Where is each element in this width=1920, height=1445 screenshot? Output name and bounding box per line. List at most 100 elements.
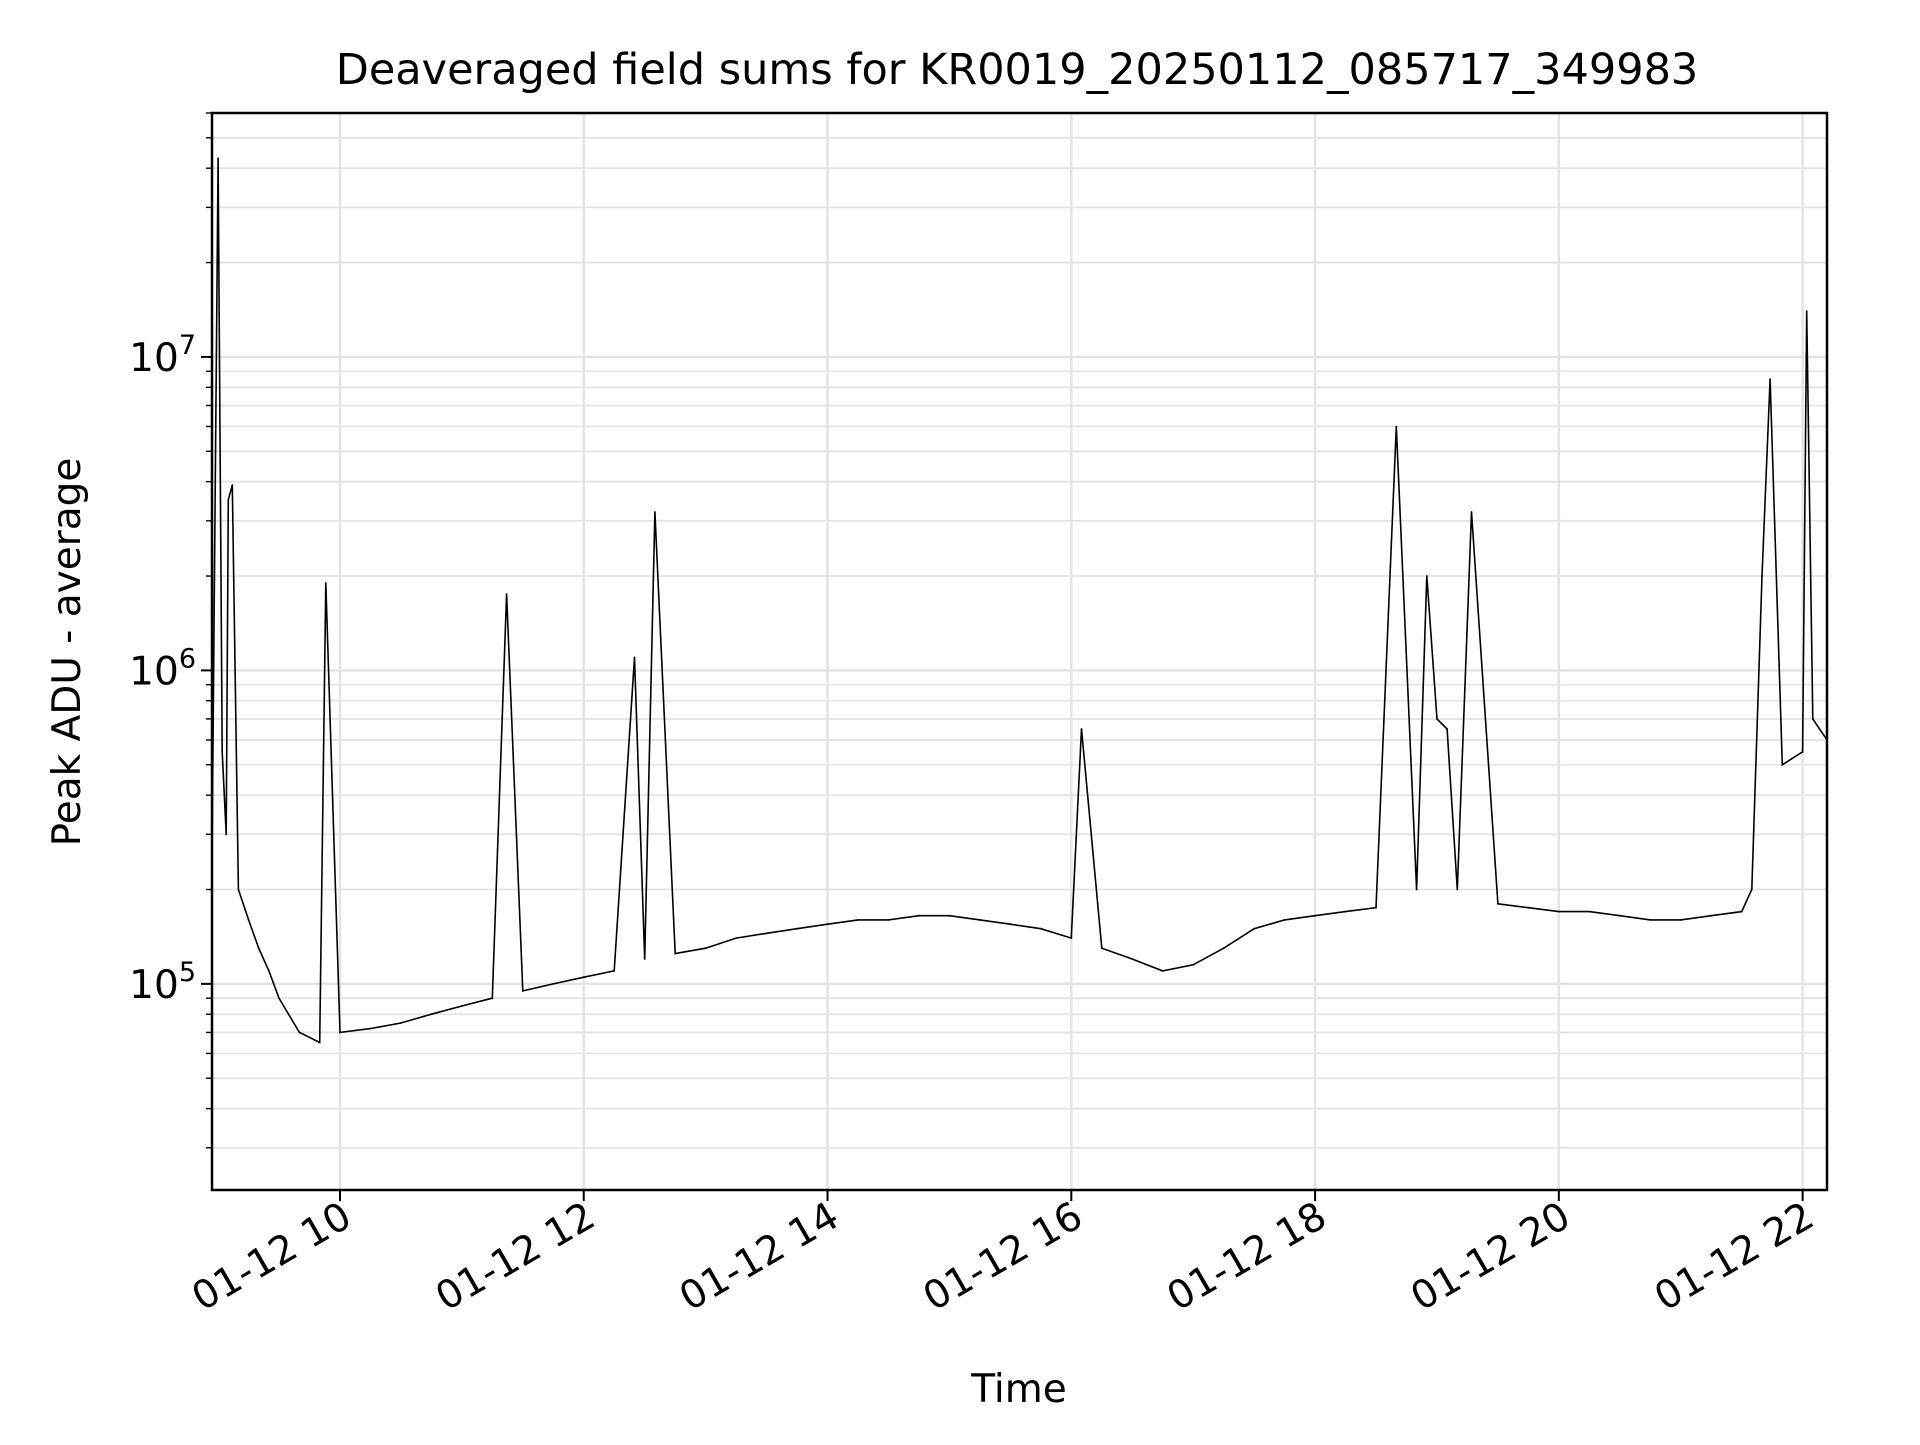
data-point (1253, 927, 1255, 930)
data-point (231, 484, 234, 486)
data-point (796, 927, 798, 930)
y-tick-label: 107 (129, 330, 196, 381)
data-point (1415, 888, 1418, 891)
data-point (1436, 718, 1438, 720)
data-point (979, 919, 981, 921)
data-point (221, 750, 224, 753)
data-point (505, 593, 508, 596)
data-point (1750, 888, 1753, 891)
y-tick-label-exponent: 5 (179, 957, 196, 988)
x-tick-label: 01-12 10 (185, 1194, 359, 1321)
data-point (318, 1041, 321, 1044)
data-point (1192, 963, 1195, 966)
data-point (298, 1031, 301, 1034)
data-point (1080, 728, 1083, 730)
x-tick-label: 01-12 18 (1160, 1194, 1334, 1321)
y-tick-label-base: 10 (129, 649, 179, 694)
data-point (225, 833, 228, 836)
data-point (400, 1022, 402, 1024)
grid-lines (212, 112, 1827, 1190)
data-point (1649, 919, 1652, 921)
data-point (1131, 958, 1134, 960)
data-point (1395, 425, 1398, 428)
data-point (582, 976, 585, 979)
data-point (1425, 575, 1428, 577)
data-point (1811, 718, 1814, 720)
x-tick-label: 01-12 16 (916, 1194, 1090, 1321)
data-point (237, 888, 240, 891)
data-point (1039, 927, 1042, 930)
data-point (1161, 970, 1164, 972)
data-point (369, 1027, 372, 1030)
data-point (1618, 914, 1621, 917)
y-tick-label: 105 (129, 957, 196, 1008)
data-point (1588, 910, 1591, 913)
data-point (1446, 728, 1448, 730)
x-axis-label: Time (970, 1367, 1066, 1412)
data-point (1283, 919, 1286, 921)
data-point (735, 937, 737, 939)
data-point (1769, 378, 1771, 380)
data-point (1497, 902, 1499, 905)
data-point (1805, 310, 1808, 312)
data-point (491, 997, 494, 1000)
data-point (654, 511, 656, 513)
data-point (1070, 937, 1073, 939)
data-point (765, 932, 768, 935)
data-point (1456, 888, 1459, 891)
data-point (339, 1031, 341, 1034)
x-axis: 01-12 10 01-12 12 01-12 14 01-12 16 01-12 18… (185, 1190, 1822, 1320)
y-tick-label-exponent: 7 (179, 330, 196, 361)
data-point (1801, 750, 1804, 753)
x-tick-label: 01-12 22 (1647, 1194, 1821, 1321)
data-point (643, 958, 646, 960)
data-point (1100, 947, 1103, 950)
data-point (1761, 575, 1763, 577)
data-point (461, 1005, 463, 1007)
data-point (1679, 919, 1682, 921)
data-point (257, 947, 260, 950)
data-point (674, 952, 677, 955)
chart-title: Deaveraged field sums for KR0019_2025011… (336, 45, 1699, 95)
data-point (1527, 906, 1530, 909)
series-line (211, 158, 1828, 1044)
data-point (1375, 906, 1377, 909)
data-point (227, 498, 230, 501)
data-point (278, 997, 280, 1000)
data-point (1009, 923, 1012, 926)
data-point (1344, 910, 1347, 913)
data-point (633, 656, 636, 659)
data-point (268, 970, 270, 972)
data-point (247, 919, 250, 921)
y-tick-label-base: 10 (129, 963, 179, 1008)
data-point (613, 970, 616, 972)
data-point (430, 1013, 433, 1016)
x-tick-label: 01-12 12 (428, 1194, 602, 1321)
data-point (1781, 763, 1784, 766)
x-tick-label: 01-12 14 (672, 1194, 846, 1321)
data-point (887, 919, 890, 921)
data-point (1222, 947, 1225, 950)
y-tick-label-exponent: 6 (179, 643, 196, 674)
data-point (1710, 914, 1713, 917)
y-axis-label: Peak ADU - average (45, 458, 90, 847)
data-point (826, 923, 829, 926)
data-point (918, 914, 920, 917)
data-point (1557, 910, 1560, 913)
plot-frame (210, 111, 1829, 1192)
plot-series (211, 157, 1828, 1044)
data-point (857, 919, 859, 921)
x-tick-label: 01-12 20 (1403, 1194, 1577, 1321)
data-point (217, 157, 220, 160)
data-point (1314, 914, 1316, 917)
data-point (1470, 511, 1473, 513)
y-tick-label: 106 (129, 643, 196, 694)
y-tick-label-base: 10 (129, 336, 179, 381)
data-point (324, 582, 327, 584)
data-point (552, 983, 555, 985)
data-point (521, 990, 524, 992)
data-point (1740, 910, 1743, 913)
